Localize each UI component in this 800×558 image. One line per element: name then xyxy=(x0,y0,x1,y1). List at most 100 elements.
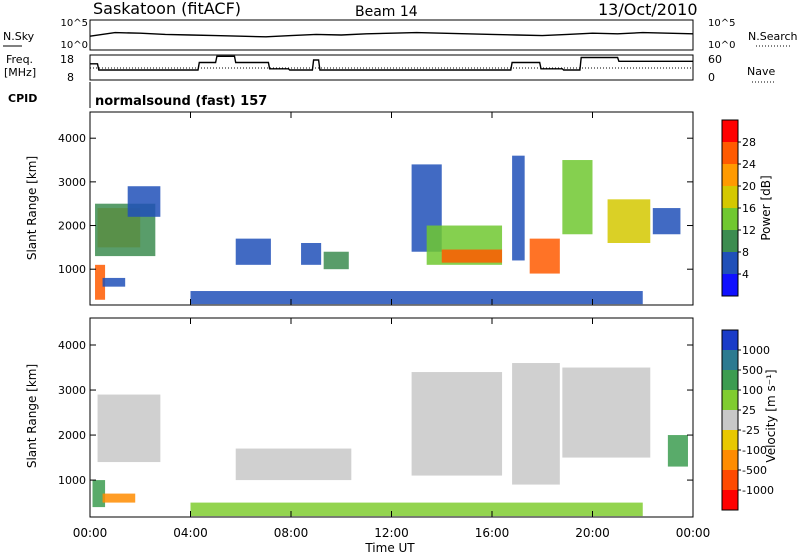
velocity-colorbar-segment xyxy=(722,430,738,450)
nave-tick-top: 60 xyxy=(708,53,722,66)
power-cell xyxy=(127,186,161,217)
station-title: Saskatoon (fitACF) xyxy=(93,0,241,18)
freq-tick-top: 18 xyxy=(60,53,74,66)
power-colorbar: 28 24 20 16 12 8 4 xyxy=(721,119,756,297)
velocity-colorbar-segment xyxy=(722,490,738,510)
power-colorbar-segment xyxy=(722,230,738,252)
power-colorbar-segment xyxy=(722,208,738,230)
velocity-cell xyxy=(92,480,106,508)
velocity-colorbar-tick-label: 25 xyxy=(742,404,756,417)
velocity-cell xyxy=(235,448,352,481)
beam-title: Beam 14 xyxy=(355,4,418,20)
power-cell xyxy=(607,199,651,243)
power-cell xyxy=(95,264,106,300)
velocity-colorbar-segment xyxy=(722,370,738,390)
nave-tick-bottom: 0 xyxy=(708,71,715,84)
time-axis: 00:00 04:00 08:00 12:00 16:00 20:00 00:00 xyxy=(73,112,711,540)
time-tick-label: 00:00 xyxy=(73,526,108,540)
power-colorbar-segment xyxy=(722,186,738,208)
velocity-colorbar-tick-label: -1000 xyxy=(742,484,774,497)
velocity-colorbar-frame xyxy=(721,329,739,511)
power-cell xyxy=(529,238,560,274)
power-y-axis: 4000 3000 2000 1000 xyxy=(58,132,693,276)
power-y-tick-label: 3000 xyxy=(58,176,86,189)
velocity-cell xyxy=(512,363,560,485)
power-colorbar-tick-label: 8 xyxy=(742,246,749,259)
time-tick-label: 20:00 xyxy=(575,526,610,540)
time-tick-label: 00:00 xyxy=(676,526,711,540)
freq-label-line2: [MHz] xyxy=(4,66,36,79)
power-cell xyxy=(512,155,525,261)
time-tick-label: 12:00 xyxy=(374,526,409,540)
power-cell xyxy=(190,291,643,305)
power-cell xyxy=(652,208,681,235)
velocity-y-tick-label: 2000 xyxy=(58,429,86,442)
noise-right-tick-top: 10^5 xyxy=(708,18,735,29)
velocity-colorbar-tick-label: -500 xyxy=(742,464,767,477)
power-cell xyxy=(441,249,503,263)
power-colorbar-tick-label: 12 xyxy=(742,224,756,237)
power-cell xyxy=(562,160,593,235)
power-y-tick-label: 2000 xyxy=(58,220,86,233)
velocity-colorbar-label: Velocity [m s⁻¹] xyxy=(764,369,778,462)
power-y-axis-label: Slant Range [km] xyxy=(25,156,39,260)
frequency-panel: Freq. [MHz] 18 8 60 0 Nave xyxy=(4,53,775,84)
velocity-y-axis-label: Slant Range [km] xyxy=(25,364,39,468)
velocity-panel: 4000 3000 2000 1000 Slant Range [km] 1000 50… xyxy=(25,317,778,518)
velocity-colorbar-segment xyxy=(722,450,738,470)
velocity-y-tick-label: 3000 xyxy=(58,384,86,397)
noise-panel-frame xyxy=(89,19,694,51)
nave-label: Nave xyxy=(747,65,775,78)
velocity-colorbar-segment xyxy=(722,470,738,490)
power-y-tick-label: 1000 xyxy=(58,263,86,276)
power-cell xyxy=(235,238,271,265)
velocity-colorbar-tick-label: 500 xyxy=(742,364,763,377)
freq-tick-bottom: 8 xyxy=(67,71,74,84)
power-colorbar-segment xyxy=(722,274,738,296)
noise-right-tick-bottom: 10^0 xyxy=(708,40,735,51)
power-colorbar-segment xyxy=(722,164,738,186)
power-colorbar-tick-label: 20 xyxy=(742,180,756,193)
noise-sky-label: N.Sky xyxy=(3,30,35,43)
time-tick-label: 08:00 xyxy=(274,526,309,540)
power-colorbar-tick-label: 4 xyxy=(742,268,749,281)
velocity-colorbar-tick-label: 1000 xyxy=(742,344,770,357)
freq-label-line1: Freq. xyxy=(6,53,33,66)
frequency-series xyxy=(90,55,693,71)
velocity-colorbar-tick-label: -25 xyxy=(742,424,760,437)
power-colorbar-tick-label: 28 xyxy=(742,136,756,149)
velocity-colorbar-segment xyxy=(722,350,738,370)
date-title: 13/Oct/2010 xyxy=(598,0,698,19)
power-colorbar-label: Power [dB] xyxy=(759,175,773,240)
noise-sky-series xyxy=(89,31,694,38)
velocity-colorbar-tick-label: -100 xyxy=(742,444,767,457)
power-colorbar-tick-label: 24 xyxy=(742,158,756,171)
power-colorbar-tick-label: 16 xyxy=(742,202,756,215)
velocity-colorbar-tick-label: 100 xyxy=(742,384,763,397)
velocity-cell xyxy=(190,502,643,517)
time-axis-label: Time UT xyxy=(364,541,415,554)
cpid-label: CPID xyxy=(8,92,37,105)
velocity-colorbar-segment xyxy=(722,390,738,410)
noise-left-tick-bottom: 10^0 xyxy=(61,40,88,51)
velocity-y-tick-label: 4000 xyxy=(58,339,86,352)
velocity-colorbar: 1000 500 100 25 -25 -100 -500 -1000 xyxy=(721,329,774,511)
time-tick-label: 04:00 xyxy=(173,526,208,540)
velocity-cell xyxy=(102,493,136,503)
velocity-cell xyxy=(667,435,688,467)
power-colorbar-segment xyxy=(722,252,738,274)
velocity-cell xyxy=(97,394,161,463)
power-panel-frame xyxy=(89,111,694,306)
velocity-y-tick-label: 1000 xyxy=(58,474,86,487)
power-y-tick-label: 4000 xyxy=(58,132,86,145)
noise-search-label: N.Search xyxy=(748,30,798,43)
cpid-text: normalsound (fast) 157 xyxy=(95,94,267,109)
cpid-row: CPID normalsound (fast) 157 xyxy=(8,82,267,109)
velocity-cell xyxy=(562,367,651,458)
velocity-heatmap xyxy=(92,363,688,517)
time-tick-label: 16:00 xyxy=(475,526,510,540)
velocity-cell xyxy=(411,372,503,476)
power-cell xyxy=(323,251,349,270)
velocity-colorbar-segment xyxy=(722,330,738,350)
